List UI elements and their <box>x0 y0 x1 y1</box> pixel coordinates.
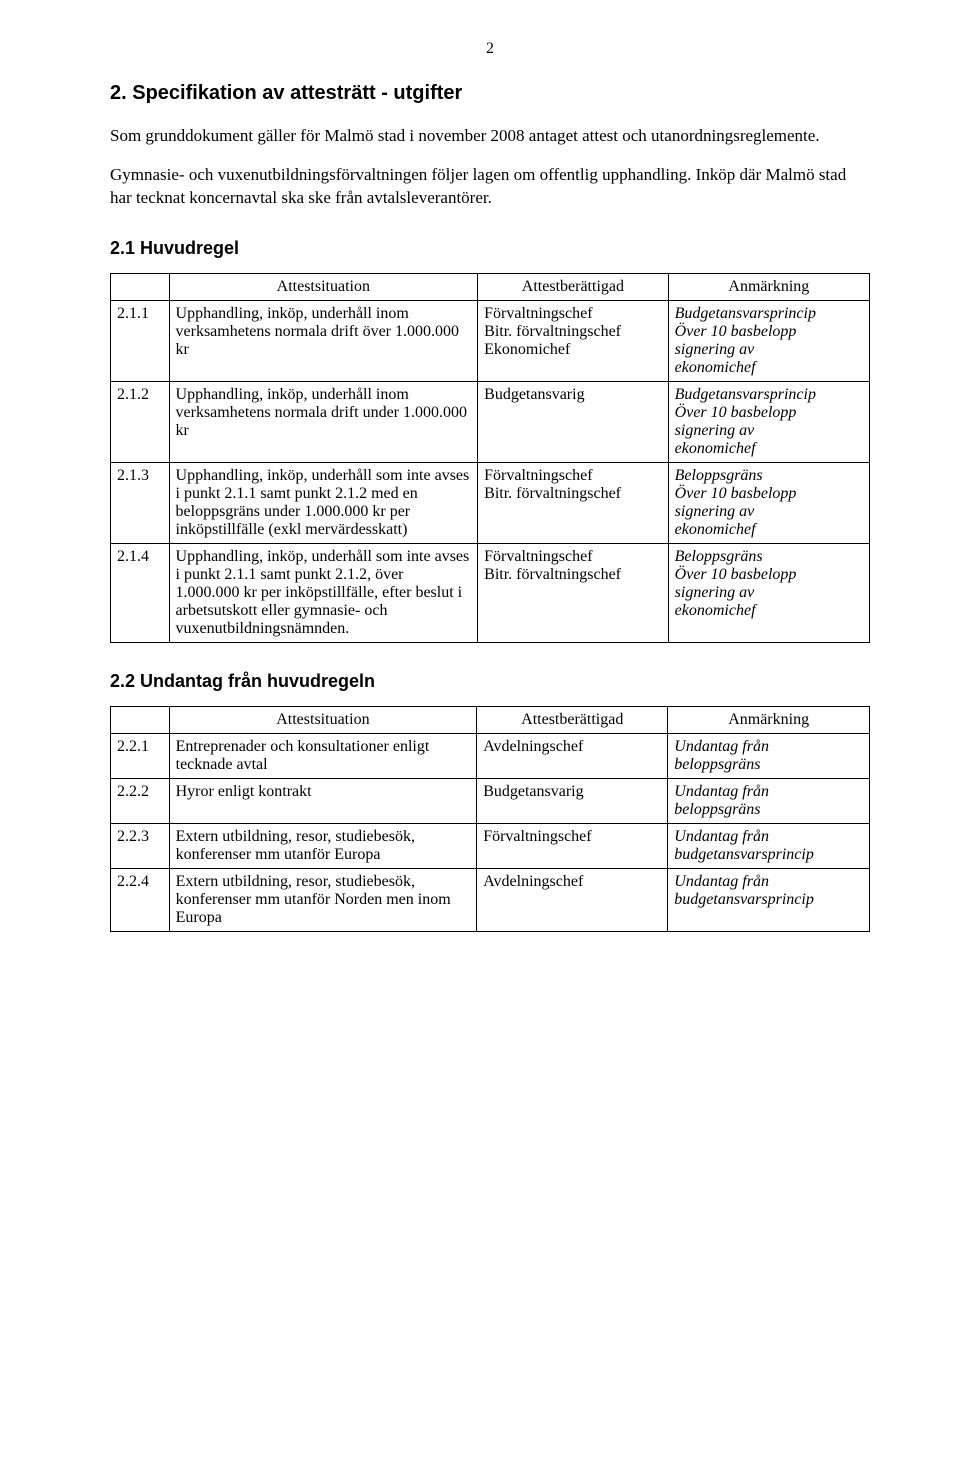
row-situation: Upphandling, inköp, underhåll inom verks… <box>169 381 478 462</box>
row-number: 2.2.3 <box>111 823 170 868</box>
row-entitled: FörvaltningschefBitr. förvaltningschef <box>478 462 669 543</box>
row-remark: BeloppsgränsÖver 10 basbeloppsignering a… <box>668 462 869 543</box>
intro-paragraph-1: Som grunddokument gäller för Malmö stad … <box>110 125 870 148</box>
page-number: 2 <box>110 40 870 58</box>
header-situation: Attestsituation <box>169 706 477 733</box>
row-entitled: Budgetansvarig <box>477 778 668 823</box>
table-row: 2.2.4Extern utbildning, resor, studiebes… <box>111 868 870 931</box>
row-remark: BudgetansvarsprincipÖver 10 basbeloppsig… <box>668 300 869 381</box>
intro-paragraph-2: Gymnasie- och vuxenutbildningsförvaltnin… <box>110 164 870 210</box>
row-remark: Undantag frånbudgetansvarsprincip <box>668 823 870 868</box>
table-row: 2.1.2Upphandling, inköp, underhåll inom … <box>111 381 870 462</box>
row-number: 2.2.4 <box>111 868 170 931</box>
row-situation: Entreprenader och konsultationer enligt … <box>169 733 477 778</box>
table-huvudregel: Attestsituation Attestberättigad Anmärkn… <box>110 273 870 643</box>
row-entitled: FörvaltningschefBitr. förvaltningschef <box>478 543 669 642</box>
row-number: 2.2.2 <box>111 778 170 823</box>
page: 2 2. Specifikation av attesträtt - utgif… <box>0 0 960 992</box>
subsection-2-1-title: 2.1 Huvudregel <box>110 238 870 259</box>
row-situation: Upphandling, inköp, underhåll inom verks… <box>169 300 478 381</box>
row-remark: Undantag frånbeloppsgräns <box>668 733 870 778</box>
table-row: 2.2.3Extern utbildning, resor, studiebes… <box>111 823 870 868</box>
table-row: 2.1.4Upphandling, inköp, underhåll som i… <box>111 543 870 642</box>
row-remark: BudgetansvarsprincipÖver 10 basbeloppsig… <box>668 381 869 462</box>
table-row: 2.1.1Upphandling, inköp, underhåll inom … <box>111 300 870 381</box>
table-undantag: Attestsituation Attestberättigad Anmärkn… <box>110 706 870 932</box>
table-row: 2.2.2Hyror enligt kontraktBudgetansvarig… <box>111 778 870 823</box>
row-situation: Upphandling, inköp, underhåll som inte a… <box>169 462 478 543</box>
table-row: 2.1.3Upphandling, inköp, underhåll som i… <box>111 462 870 543</box>
row-number: 2.2.1 <box>111 733 170 778</box>
row-situation: Upphandling, inköp, underhåll som inte a… <box>169 543 478 642</box>
row-entitled: Avdelningschef <box>477 733 668 778</box>
header-situation: Attestsituation <box>169 273 478 300</box>
subsection-2-2-title: 2.2 Undantag från huvudregeln <box>110 671 870 692</box>
header-entitled: Attestberättigad <box>478 273 669 300</box>
row-remark: BeloppsgränsÖver 10 basbeloppsignering a… <box>668 543 869 642</box>
header-blank <box>111 273 170 300</box>
row-entitled: Förvaltningschef <box>477 823 668 868</box>
row-entitled: Avdelningschef <box>477 868 668 931</box>
row-situation: Hyror enligt kontrakt <box>169 778 477 823</box>
header-entitled: Attestberättigad <box>477 706 668 733</box>
row-number: 2.1.4 <box>111 543 170 642</box>
row-situation: Extern utbildning, resor, studiebesök,ko… <box>169 868 477 931</box>
row-entitled: FörvaltningschefBitr. förvaltningschefEk… <box>478 300 669 381</box>
table-header-row: Attestsituation Attestberättigad Anmärkn… <box>111 273 870 300</box>
table-header-row: Attestsituation Attestberättigad Anmärkn… <box>111 706 870 733</box>
row-number: 2.1.3 <box>111 462 170 543</box>
header-remark: Anmärkning <box>668 273 869 300</box>
table-row: 2.2.1Entreprenader och konsultationer en… <box>111 733 870 778</box>
row-entitled: Budgetansvarig <box>478 381 669 462</box>
row-number: 2.1.2 <box>111 381 170 462</box>
header-blank <box>111 706 170 733</box>
row-remark: Undantag frånbudgetansvarsprincip <box>668 868 870 931</box>
row-remark: Undantag frånbeloppsgräns <box>668 778 870 823</box>
header-remark: Anmärkning <box>668 706 870 733</box>
section-title: 2. Specifikation av attesträtt - utgifte… <box>110 82 870 105</box>
row-number: 2.1.1 <box>111 300 170 381</box>
row-situation: Extern utbildning, resor, studiebesök,ko… <box>169 823 477 868</box>
